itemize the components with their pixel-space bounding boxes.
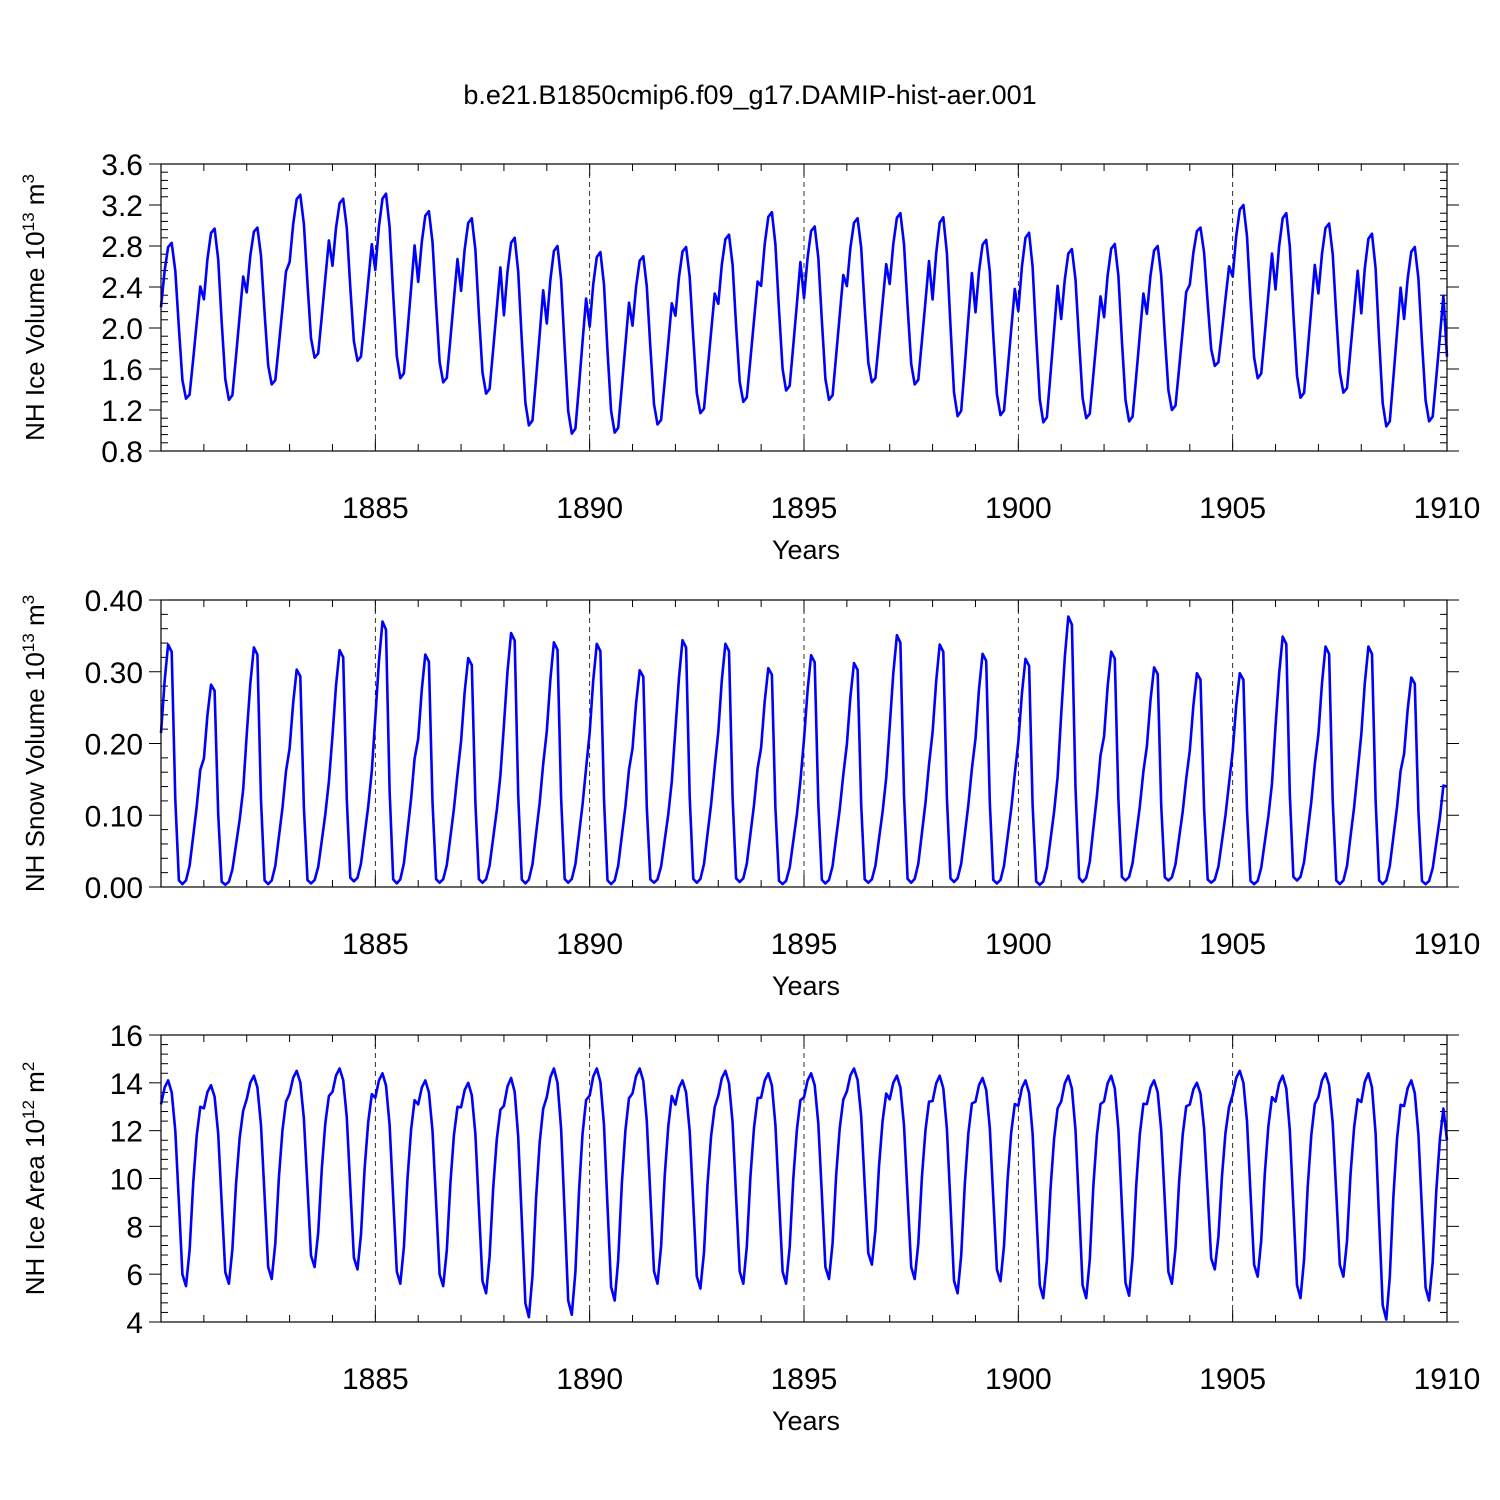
nh-snow-volume-series-line [159, 615, 1448, 887]
x-tick-label-1910: 1910 [1414, 492, 1481, 525]
y-tick-label: 3.6 [101, 149, 143, 182]
y-axis-label-part: 13 [19, 212, 38, 231]
x-axis-label: Years [772, 1406, 840, 1436]
y-tick-label: 16 [110, 1020, 143, 1053]
y-axis-label-part: NH Ice Area 10 [20, 1119, 50, 1295]
x-tick-label-1905: 1905 [1199, 1363, 1266, 1396]
y-tick-label: 0.20 [85, 729, 143, 762]
y-axis-label-part: NH Ice Volume 10 [20, 231, 50, 441]
y-tick-label: 6 [126, 1259, 143, 1292]
y-axis-label-part: m [20, 1071, 50, 1100]
x-tick-label-1905: 1905 [1199, 492, 1266, 525]
nh-ice-volume-panel: 0.8 1.2 1.6 2.0 2.4 2.8 3.2 3.6 1885 1890 1895 1900… [19, 149, 1480, 565]
x-tick-label-1885: 1885 [342, 492, 409, 525]
y-tick-label: 3.2 [101, 190, 143, 223]
nh-snow-volume-plot-frame [160, 599, 1448, 888]
y-tick-label: 0.40 [85, 585, 143, 618]
y-tick-label: 0.10 [85, 800, 143, 833]
y-tick-label: 14 [110, 1068, 143, 1101]
y-tick-label: 2.8 [101, 231, 143, 264]
x-tick-label-1910: 1910 [1414, 928, 1481, 961]
y-tick-label: 0.8 [101, 436, 143, 469]
y-tick-label: 12 [110, 1116, 143, 1149]
x-tick-label-1890: 1890 [556, 492, 623, 525]
x-tick-label-1900: 1900 [985, 492, 1052, 525]
y-axis-label-part: 3 [19, 174, 38, 183]
y-tick-label: 10 [110, 1164, 143, 1197]
x-tick-label-1895: 1895 [771, 928, 838, 961]
y-axis-label-part: 3 [19, 595, 38, 604]
y-axis-label-part: 2 [19, 1062, 38, 1071]
x-tick-label-1890: 1890 [556, 1363, 623, 1396]
y-tick-label: 1.6 [101, 354, 143, 387]
y-axis-label-part: NH Snow Volume 10 [20, 652, 50, 892]
x-tick-label-1890: 1890 [556, 928, 623, 961]
nh-ice-area-panel: 4 6 8 10 12 14 16 1885 1890 1895 1900 1905 1910 Years… [19, 1020, 1480, 1436]
panels-container: 0.8 1.2 1.6 2.0 2.4 2.8 3.2 3.6 1885 1890 1895 1900… [19, 149, 1480, 1436]
y-tick-label: 2.4 [101, 272, 143, 305]
y-axis-label-part: 12 [19, 1100, 38, 1119]
x-tick-label-1885: 1885 [342, 1363, 409, 1396]
y-axis-label-part: m [20, 604, 50, 633]
y-tick-label: 1.2 [101, 395, 143, 428]
y-axis-label-part: 13 [19, 633, 38, 652]
x-tick-label-1905: 1905 [1199, 928, 1266, 961]
y-axis-label: NH Snow Volume 1013 m3 [19, 595, 50, 892]
y-axis-label-part: m [20, 184, 50, 213]
x-tick-label-1910: 1910 [1414, 1363, 1481, 1396]
nh-ice-area-series-line [159, 1067, 1449, 1321]
x-axis-label: Years [772, 971, 840, 1001]
x-tick-label-1900: 1900 [985, 1363, 1052, 1396]
y-axis-label: NH Ice Area 1012 m2 [19, 1062, 50, 1296]
x-axis-label: Years [772, 535, 840, 565]
x-tick-label-1900: 1900 [985, 928, 1052, 961]
nh-snow-volume-panel: 0.00 0.10 0.20 0.30 0.40 1885 1890 1895 1900 1905… [19, 585, 1480, 1001]
nh-ice-volume-series-line [159, 192, 1449, 435]
y-tick-label: 2.0 [101, 313, 143, 346]
nh-ice-area-plot-frame [160, 1034, 1448, 1323]
x-tick-label-1895: 1895 [771, 492, 838, 525]
y-tick-label: 0.00 [85, 872, 143, 905]
x-tick-label-1895: 1895 [771, 1363, 838, 1396]
y-axis-label: NH Ice Volume 1013 m3 [19, 174, 50, 441]
figure-title: b.e21.B1850cmip6.f09_g17.DAMIP-hist-aer.… [463, 80, 1036, 110]
nh-ice-volume-plot-frame [160, 163, 1448, 452]
x-tick-label-1885: 1885 [342, 928, 409, 961]
y-tick-label: 4 [126, 1307, 143, 1340]
y-tick-label: 0.30 [85, 657, 143, 690]
y-tick-label: 8 [126, 1211, 143, 1244]
